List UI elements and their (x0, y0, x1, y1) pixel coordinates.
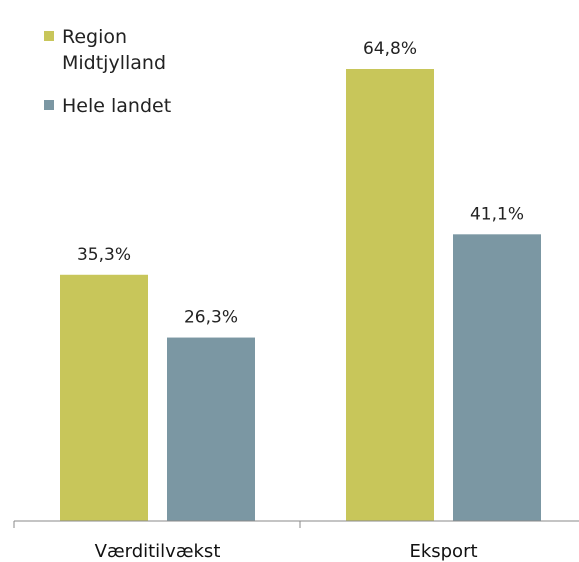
legend-swatch-hele-landet (44, 100, 54, 110)
bar-region-midtjylland-eksport (346, 69, 434, 521)
data-label-region-midtjylland-vaerditilvaekst: 35,3% (77, 245, 131, 265)
legend-label-hele-landet: Hele landet (62, 95, 171, 117)
data-label-region-midtjylland-eksport: 64,8% (363, 39, 417, 59)
data-label-hele-landet-vaerditilvaekst: 26,3% (184, 308, 238, 328)
bar-hele-landet-vaerditilvaekst (167, 337, 255, 521)
data-label-hele-landet-eksport: 41,1% (470, 204, 524, 224)
legend-label-region-midtjylland: Region Midtjylland (62, 26, 166, 74)
legend: Region Midtjylland Hele landet (44, 26, 171, 117)
bar-hele-landet-eksport (453, 234, 541, 521)
legend-swatch-region-midtjylland (44, 31, 54, 41)
plot-area: 35,3% 26,3% Værditilvækst 64,8% 41,1% Eksport (60, 39, 541, 562)
bar-region-midtjylland-vaerditilvaekst (60, 274, 148, 521)
x-tick-label-eksport: Eksport (409, 541, 477, 562)
x-tick-label-vaerditilvaekst: Værditilvækst (95, 541, 221, 562)
